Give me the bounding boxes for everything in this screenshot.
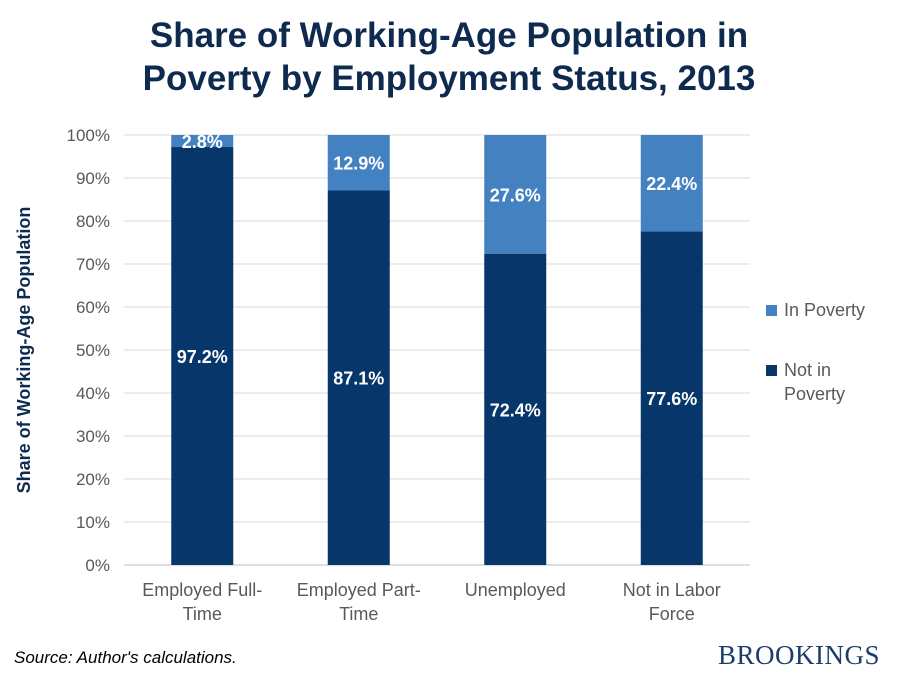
y-axis-label: Share of Working-Age Population [14, 207, 34, 494]
y-tick-label: 40% [76, 384, 110, 403]
x-tick-label-line: Time [339, 604, 378, 624]
chart-title: Share of Working-Age Population in Pover… [0, 14, 898, 100]
y-tick-label: 0% [85, 556, 110, 575]
y-tick-label: 30% [76, 427, 110, 446]
brookings-logo: BROOKINGS [717, 640, 880, 670]
data-label: 72.4% [490, 400, 541, 420]
y-tick-label: 10% [76, 513, 110, 532]
x-tick-label-line: Force [649, 604, 695, 624]
x-tick-label: Unemployed [465, 580, 566, 600]
y-tick-label: 70% [76, 255, 110, 274]
x-tick-label-line: Employed Part- [297, 580, 421, 600]
y-tick-label: 50% [76, 341, 110, 360]
bar-not-in-poverty [327, 190, 390, 565]
y-tick-label: 80% [76, 212, 110, 231]
bar-not-in-poverty [171, 147, 234, 566]
bar-not-in-poverty [484, 253, 547, 565]
x-tick-label-line: Employed Full- [142, 580, 262, 600]
bar-in-poverty [484, 135, 547, 254]
legend: In Poverty Not in Poverty [766, 300, 865, 404]
data-label: 77.6% [646, 389, 697, 409]
data-label: 22.4% [646, 174, 697, 194]
data-label: 12.9% [333, 154, 384, 174]
y-tick-label: 90% [76, 169, 110, 188]
x-tick-label: Employed Full- Time [142, 580, 262, 624]
data-label: 87.1% [333, 369, 384, 389]
x-tick-label-line: Not in Labor [623, 580, 721, 600]
legend-label: Not in Poverty [784, 360, 845, 404]
data-label: 2.8% [182, 132, 223, 152]
legend-swatch [766, 305, 777, 316]
bar-in-poverty [171, 135, 234, 148]
x-axis-ticks: Employed Full- Time Employed Part- Time Unem… [142, 580, 721, 624]
data-label: 27.6% [490, 185, 541, 205]
y-axis-ticks: 0% 10% 20% 30% 40% 50% 60% 70% 80% 90% 100% [67, 126, 110, 575]
y-tick-label: 100% [67, 126, 110, 145]
legend-label: In Poverty [784, 300, 865, 320]
legend-label-line: Poverty [784, 384, 845, 404]
legend-label-line: In Poverty [784, 300, 865, 320]
bars: 97.2% 2.8% 87.1% 12.9% 72.4% 27.6% 77.6% 22.4% [171, 132, 703, 566]
data-label: 97.2% [177, 347, 228, 367]
x-tick-label-line: Time [183, 604, 222, 624]
source-note: Source: Author's calculations. [14, 648, 237, 667]
y-tick-label: 20% [76, 470, 110, 489]
bar-not-in-poverty [640, 231, 703, 565]
chart-title-line-2: Poverty by Employment Status, 2013 [142, 59, 756, 98]
x-tick-label: Employed Part- Time [297, 580, 421, 624]
x-tick-label-line: Unemployed [465, 580, 566, 600]
bar-in-poverty [327, 135, 390, 191]
x-tick-label: Not in Labor Force [623, 580, 721, 624]
legend-label-line: Not in [784, 360, 831, 380]
y-tick-label: 60% [76, 298, 110, 317]
chart-title-line-1: Share of Working-Age Population in [149, 16, 749, 55]
legend-swatch [766, 365, 777, 376]
bar-in-poverty [640, 135, 703, 232]
